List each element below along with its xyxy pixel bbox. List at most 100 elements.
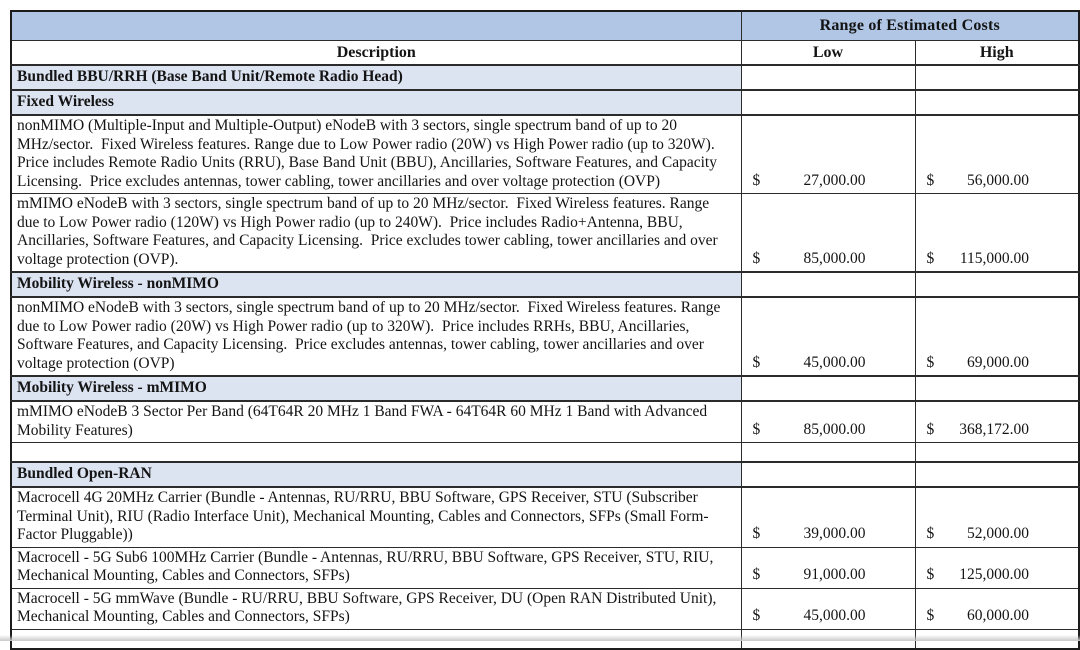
low-cell-empty [740, 461, 916, 488]
currency-symbol: $ [752, 420, 761, 438]
currency-symbol: $ [752, 607, 761, 624]
high-cell-empty [914, 89, 1080, 116]
section-label: Bundled Open-RAN [10, 461, 742, 488]
column-header-row: Description Low High [10, 40, 1080, 66]
section-label: Bundled BBU/RRH (Base Band Unit/Remote R… [10, 64, 742, 91]
currency-symbol: $ [926, 525, 935, 542]
low-amount-cell: $91,000.00 [740, 546, 916, 589]
section-row: Bundled BBU/RRH (Base Band Unit/Remote R… [10, 64, 1080, 91]
high-amount-cell-content: $52,000.00 [917, 525, 1078, 546]
section-label: Fixed Wireless [10, 89, 742, 116]
amount-value: 85,000.00 [803, 420, 866, 438]
amount-value: 60,000.00 [967, 607, 1030, 624]
amount-value: 69,000.00 [967, 353, 1030, 371]
description-column-header: Description [10, 40, 742, 66]
currency-symbol: $ [926, 566, 935, 583]
low-amount-cell: $85,000.00 [740, 193, 916, 273]
low-amount-cell-content: $85,000.00 [743, 250, 914, 271]
amount-value: 52,000.00 [967, 525, 1030, 542]
low-column-header: Low [740, 40, 916, 66]
currency-symbol: $ [926, 420, 935, 438]
spacer-cell [914, 442, 1080, 463]
currency-symbol: $ [926, 607, 935, 624]
low-amount-cell-content: $39,000.00 [743, 525, 914, 546]
high-amount-cell-content: $368,172.00 [917, 421, 1078, 442]
low-amount-cell-content: $27,000.00 [743, 172, 914, 193]
high-amount-cell: $69,000.00 [914, 296, 1080, 377]
amount-value: 368,172.00 [959, 420, 1030, 438]
currency-symbol: $ [752, 353, 761, 371]
high-amount-cell: $125,000.00 [914, 546, 1080, 589]
high-amount-cell-content: $115,000.00 [917, 250, 1078, 271]
currency-symbol: $ [926, 171, 935, 189]
low-amount-cell-content: $45,000.00 [743, 354, 914, 375]
amount-value: 56,000.00 [967, 171, 1030, 189]
cost-table-body: Bundled BBU/RRH (Base Band Unit/Remote R… [10, 64, 1080, 649]
low-cell-empty [740, 375, 916, 402]
item-row: Macrocell - 5G mmWave (Bundle - RU/RRU, … [10, 587, 1080, 630]
amount-value: 85,000.00 [803, 249, 866, 267]
section-row: Mobility Wireless - mMIMO [10, 375, 1080, 402]
item-row: nonMIMO eNodeB with 3 sectors, single sp… [10, 296, 1080, 377]
amount-value: 27,000.00 [803, 171, 866, 189]
low-amount-cell: $45,000.00 [740, 587, 916, 630]
amount-value: 125,000.00 [959, 566, 1030, 583]
currency-symbol: $ [926, 249, 935, 267]
high-amount-cell-content: $69,000.00 [917, 354, 1078, 375]
amount-value: 91,000.00 [803, 566, 866, 583]
amount-value: 45,000.00 [803, 353, 866, 371]
high-amount-cell: $52,000.00 [914, 486, 1080, 548]
item-description: Macrocell 4G 20MHz Carrier (Bundle - Ant… [10, 486, 742, 548]
item-description: mMIMO eNodeB 3 Sector Per Band (64T64R 2… [10, 400, 742, 443]
cost-table-container: Range of Estimated Costs Description Low… [10, 10, 1080, 650]
low-cell-empty [740, 89, 916, 116]
low-amount-cell: $85,000.00 [740, 400, 916, 443]
amount-value: 45,000.00 [803, 607, 866, 624]
cost-table: Range of Estimated Costs Description Low… [10, 10, 1080, 650]
currency-symbol: $ [752, 566, 761, 583]
item-description: Macrocell - 5G Sub6 100MHz Carrier (Bund… [10, 546, 742, 589]
page-edge-shadow [0, 635, 1080, 641]
item-description: nonMIMO eNodeB with 3 sectors, single sp… [10, 296, 742, 377]
spacer-row [10, 442, 1080, 463]
amount-value: 115,000.00 [959, 249, 1030, 267]
low-amount-cell: $45,000.00 [740, 296, 916, 377]
section-label: Mobility Wireless - nonMIMO [10, 271, 742, 298]
item-row: mMIMO eNodeB with 3 sectors, single spec… [10, 193, 1080, 273]
high-cell-empty [914, 271, 1080, 298]
high-cell-empty [914, 375, 1080, 402]
high-amount-cell-content: $56,000.00 [917, 172, 1078, 193]
high-amount-cell: $368,172.00 [914, 400, 1080, 443]
item-row: nonMIMO (Multiple-Input and Multiple-Out… [10, 114, 1080, 194]
high-cell-empty [914, 461, 1080, 488]
high-cell-empty [914, 64, 1080, 91]
high-amount-cell: $56,000.00 [914, 114, 1080, 194]
cost-range-header: Range of Estimated Costs [740, 10, 1080, 41]
header-spacer-cell [10, 10, 742, 41]
low-amount-cell: $39,000.00 [740, 486, 916, 548]
section-label: Mobility Wireless - mMIMO [10, 375, 742, 402]
high-amount-cell: $115,000.00 [914, 193, 1080, 273]
low-amount-cell: $27,000.00 [740, 114, 916, 194]
section-row: Bundled Open-RAN [10, 461, 1080, 488]
high-amount-cell-content: $60,000.00 [917, 607, 1078, 628]
amount-value: 39,000.00 [803, 525, 866, 542]
currency-symbol: $ [926, 353, 935, 371]
section-row: Fixed Wireless [10, 89, 1080, 116]
item-row: mMIMO eNodeB 3 Sector Per Band (64T64R 2… [10, 400, 1080, 443]
item-row: Macrocell 4G 20MHz Carrier (Bundle - Ant… [10, 486, 1080, 548]
currency-symbol: $ [752, 525, 761, 542]
low-cell-empty [740, 64, 916, 91]
item-description: mMIMO eNodeB with 3 sectors, single spec… [10, 193, 742, 273]
spacer-cell [740, 442, 916, 463]
low-cell-empty [740, 271, 916, 298]
low-amount-cell-content: $85,000.00 [743, 421, 914, 442]
high-amount-cell: $60,000.00 [914, 587, 1080, 630]
high-amount-cell-content: $125,000.00 [917, 566, 1078, 587]
currency-symbol: $ [752, 171, 761, 189]
low-amount-cell-content: $91,000.00 [743, 566, 914, 587]
currency-symbol: $ [752, 249, 761, 267]
spacer-cell [10, 442, 742, 463]
item-description: nonMIMO (Multiple-Input and Multiple-Out… [10, 114, 742, 194]
item-row: Macrocell - 5G Sub6 100MHz Carrier (Bund… [10, 546, 1080, 589]
